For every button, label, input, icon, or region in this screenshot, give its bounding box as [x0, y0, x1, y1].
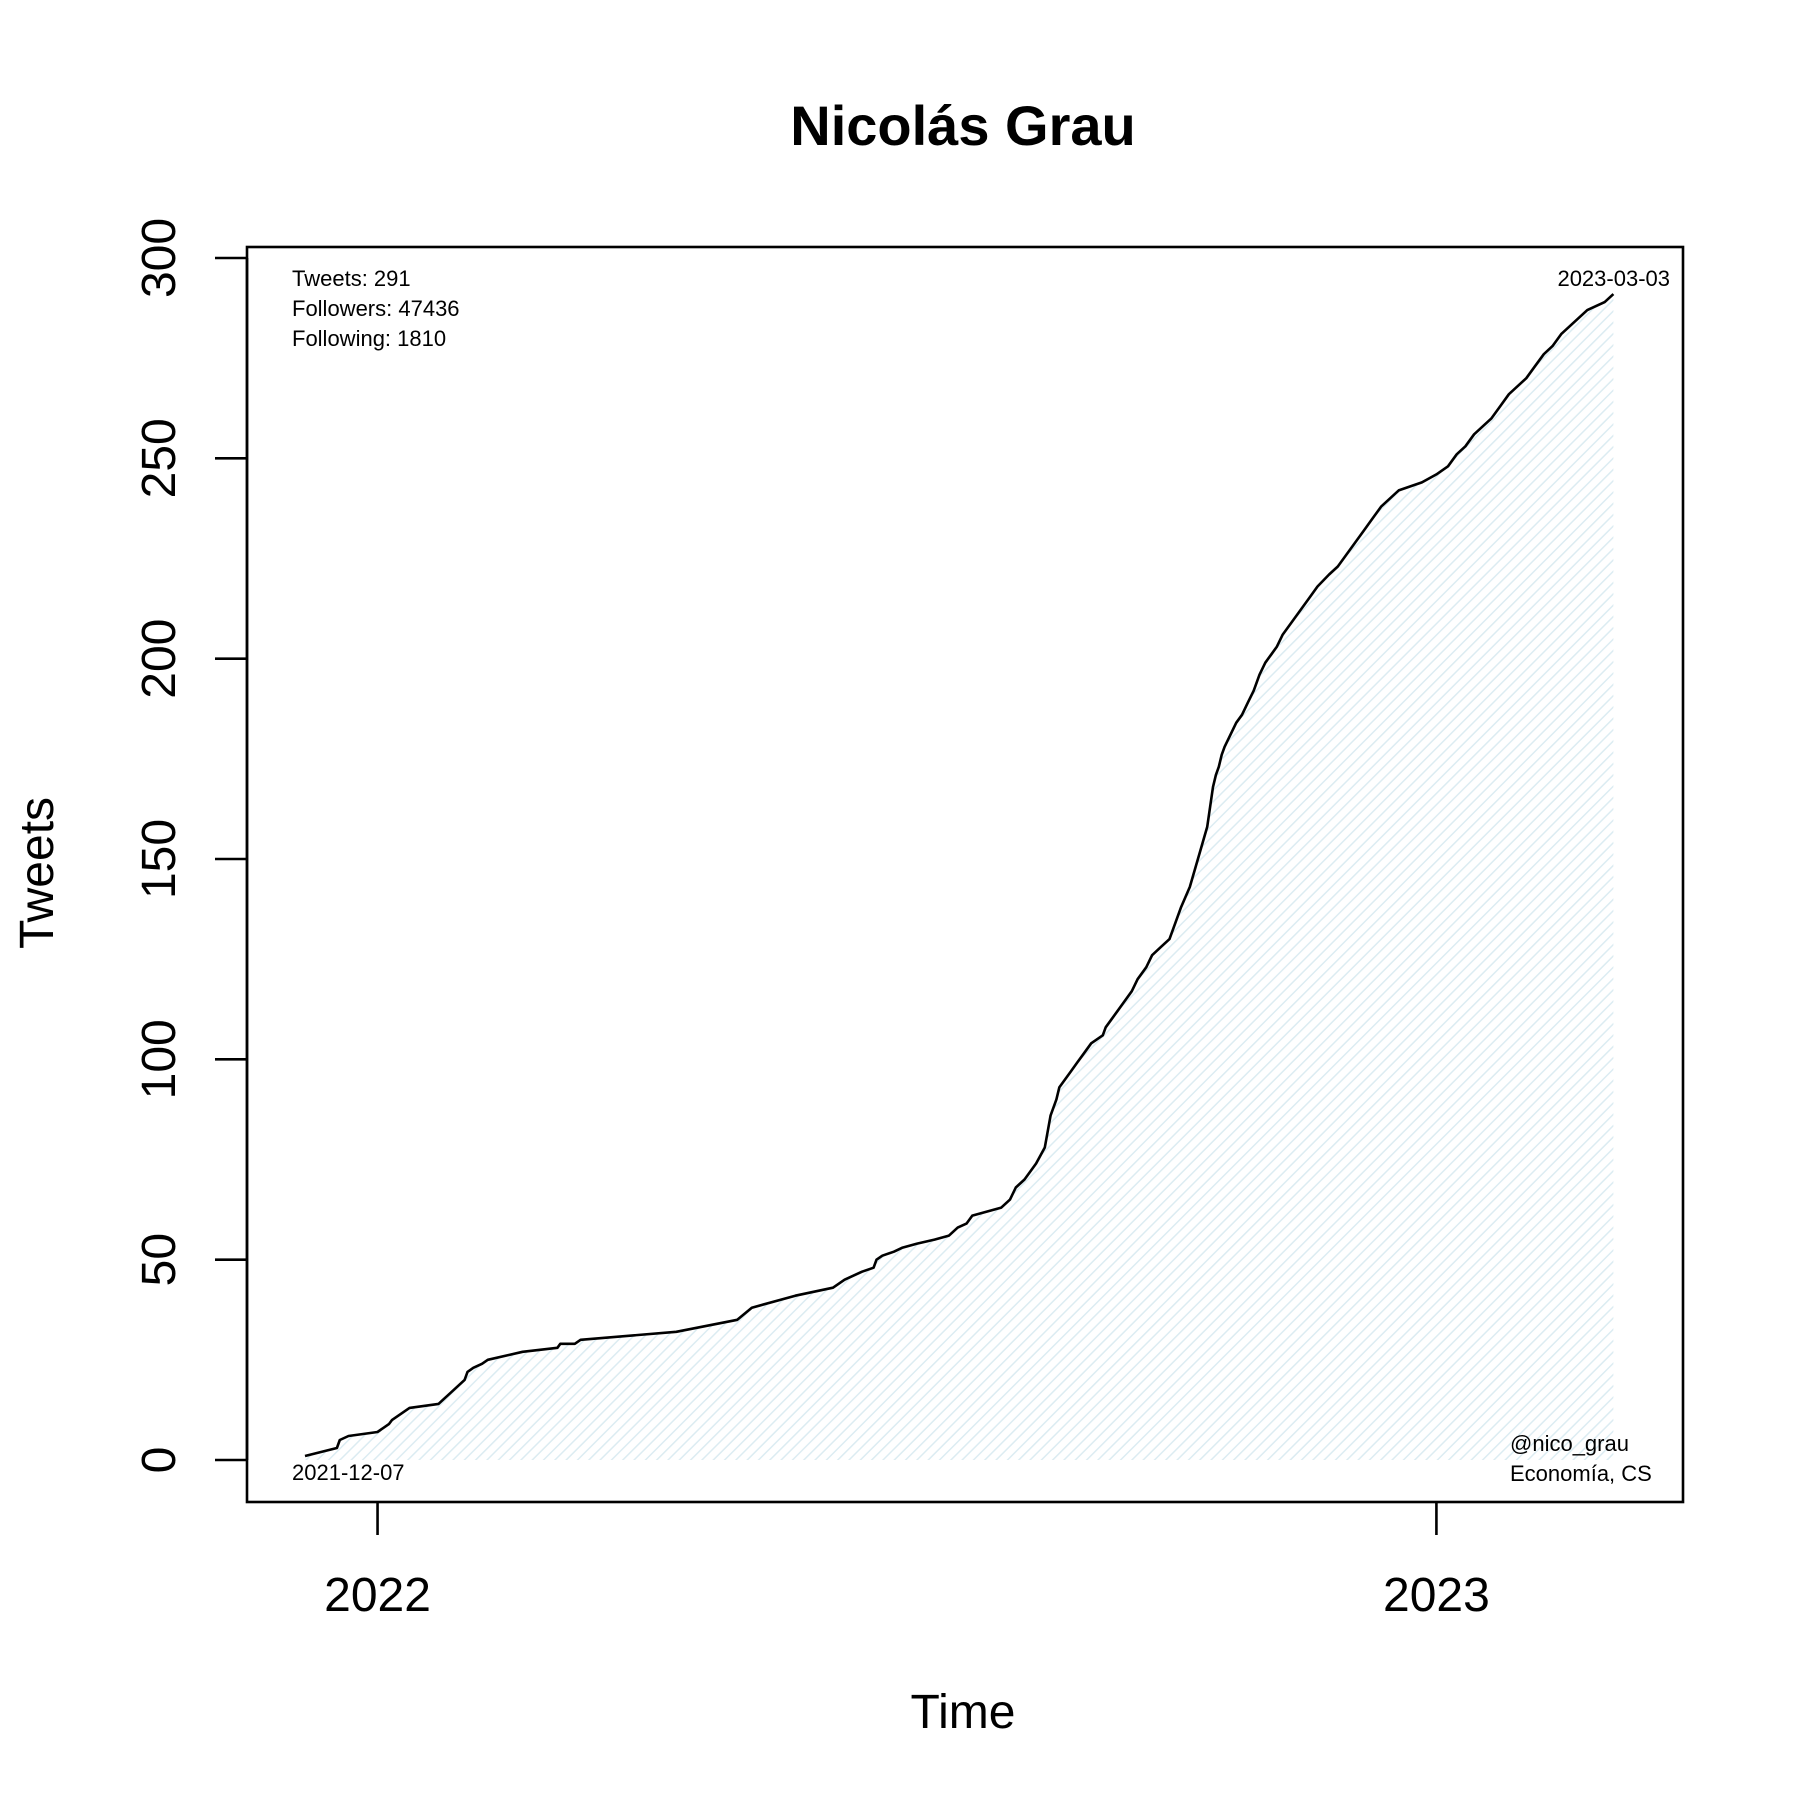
y-tick-label: 200	[133, 619, 186, 699]
x-axis: 2022 2023	[324, 1502, 1490, 1622]
y-tick-label: 50	[133, 1233, 186, 1286]
handle-label: @nico_grau	[1510, 1431, 1629, 1456]
stat-following: Following: 1810	[292, 326, 446, 351]
x-tick-label: 2023	[1383, 1569, 1490, 1622]
stat-followers: Followers: 47436	[292, 296, 460, 321]
chart-title: Nicolás Grau	[790, 94, 1135, 157]
stat-tweets: Tweets: 291	[292, 266, 411, 291]
area-fill	[305, 294, 1614, 1461]
start-date-label: 2021-12-07	[292, 1460, 405, 1485]
y-tick-label: 150	[133, 819, 186, 899]
end-date-label: 2023-03-03	[1557, 266, 1670, 291]
tweets-series-line	[304, 293, 1615, 1458]
y-tick-label: 250	[133, 418, 186, 498]
y-tick-label: 300	[133, 218, 186, 298]
x-tick-label: 2022	[324, 1569, 431, 1622]
x-axis-title: Time	[911, 1686, 1016, 1739]
y-axis: 0 50 100 150 200 250 300	[133, 218, 249, 1474]
y-tick-label: 100	[133, 1019, 186, 1099]
affiliation-label: Economía, CS	[1510, 1461, 1652, 1486]
stats-annotation: Tweets: 291 Followers: 47436 Following: …	[292, 266, 460, 351]
y-tick-label: 0	[133, 1447, 186, 1474]
plot-area	[304, 293, 1615, 1461]
y-axis-title: Tweets	[11, 797, 64, 949]
